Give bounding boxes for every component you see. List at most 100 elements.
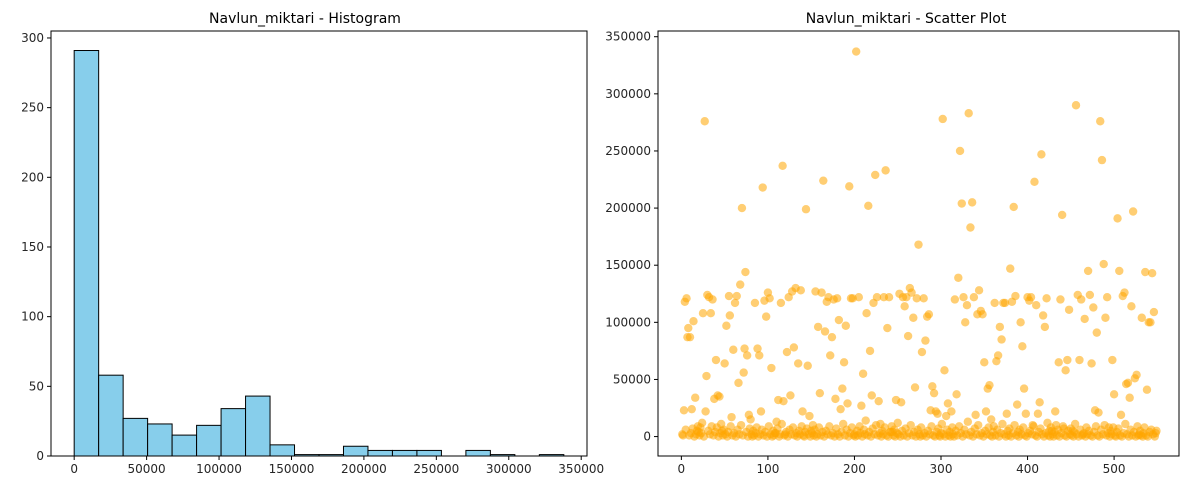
scatter-point (1100, 420, 1109, 430)
scatter-point (952, 390, 961, 399)
scatter-point (1141, 267, 1150, 277)
scatter-point (1038, 311, 1048, 320)
scatter-title: Navlun_miktari - Scatter Plot (806, 11, 1007, 27)
scatter-point (813, 322, 823, 332)
scatter-point (729, 345, 738, 354)
scatter-point (995, 322, 1005, 332)
scatter-point (1057, 210, 1067, 220)
scatter-point (742, 351, 752, 360)
scatter-point (1026, 292, 1036, 302)
histogram-bar (147, 423, 173, 457)
scatter-point (796, 286, 805, 295)
scatter-point (862, 308, 871, 318)
scatter-point (1083, 266, 1093, 276)
scatter-point (739, 368, 748, 377)
histogram-x-tick-label: 350000 (558, 462, 604, 476)
scatter-point (702, 371, 711, 381)
scatter-point (789, 343, 799, 352)
scatter-point (1021, 409, 1031, 418)
scatter-point (1137, 313, 1146, 322)
scatter-y-tick-label: 100000 (605, 315, 651, 329)
histogram-bar (196, 424, 222, 457)
scatter-point (871, 420, 881, 430)
histogram-y-tick-label: 0 (36, 449, 44, 463)
scatter-point (776, 298, 786, 308)
scatter-point (871, 170, 880, 180)
scatter-point (1149, 307, 1159, 317)
histogram-bar (416, 449, 442, 457)
scatter-point (701, 407, 710, 416)
scatter-point (1051, 407, 1060, 416)
scatter-x-tick-label: 400 (1016, 462, 1039, 476)
scatter-point (753, 344, 762, 353)
scatter-point (943, 399, 953, 408)
histogram-y-tick-label: 250 (21, 101, 44, 115)
scatter-point (966, 223, 975, 232)
scatter-point (962, 300, 972, 310)
scatter-point (947, 407, 956, 416)
scatter-point (1012, 400, 1022, 409)
scatter-point (1002, 409, 1011, 418)
scatter-point (998, 419, 1007, 429)
scatter-point (940, 366, 949, 375)
scatter-point (758, 183, 767, 192)
scatter-point (741, 267, 750, 277)
scatter-point (1042, 294, 1051, 303)
histogram-y-tick-label: 150 (21, 240, 44, 254)
scatter-point (732, 291, 741, 301)
scatter-point (986, 415, 996, 424)
scatter-point (767, 363, 776, 373)
scatter-point (1011, 291, 1020, 301)
scatter-x-ticks: 0 100 200 300 400 500 (678, 456, 1126, 476)
scatter-point (937, 419, 947, 429)
scatter-point (1085, 290, 1095, 300)
scatter-point (843, 399, 852, 408)
histogram-x-tick-label: 0 (70, 462, 78, 476)
scatter-point (750, 298, 760, 308)
scatter-point (933, 409, 942, 418)
scatter-point (1000, 298, 1010, 308)
scatter-point (1128, 207, 1138, 216)
scatter-point (765, 294, 774, 303)
histogram-bar (73, 50, 100, 457)
scatter-point (1113, 214, 1122, 223)
scatter-point (1125, 393, 1134, 402)
scatter-point (963, 417, 973, 426)
scatter-point (841, 321, 851, 330)
histogram-y-tick-label: 200 (21, 170, 44, 184)
scatter-point (831, 394, 840, 404)
scatter-point (861, 416, 870, 425)
scatter-y-tick-label: 200000 (605, 201, 651, 215)
scatter-point (720, 359, 729, 368)
scatter-point (1077, 295, 1086, 304)
scatter-point (1121, 419, 1130, 429)
scatter-point (722, 321, 731, 330)
histogram-x-tick-label: 250000 (413, 462, 459, 476)
scatter-point (691, 393, 700, 402)
scatter-point (697, 418, 707, 428)
scatter-point (851, 47, 861, 56)
scatter-point (1132, 370, 1141, 380)
scatter-point (724, 291, 734, 301)
histogram-y-ticks: 0 50 100 150 200 250 300 (21, 31, 51, 463)
scatter-point (734, 378, 743, 388)
scatter-point (969, 292, 979, 302)
scatter-point (974, 286, 984, 295)
scatter-point (761, 312, 771, 321)
scatter-y-tick-label: 300000 (605, 87, 651, 101)
scatter-point (778, 161, 787, 171)
scatter-point (708, 295, 717, 304)
scatter-point (971, 410, 980, 420)
scatter-point (929, 388, 939, 398)
histogram-bar (122, 417, 149, 457)
histogram-axes-frame (50, 30, 588, 457)
scatter-point (685, 332, 695, 342)
scatter-point (1064, 305, 1074, 314)
scatter-point (1127, 302, 1136, 311)
histogram-bar (342, 445, 369, 457)
scatter-y-tick-label: 50000 (613, 372, 651, 386)
scatter-point (1033, 409, 1043, 418)
scatter-point (706, 308, 715, 318)
scatter-point (838, 384, 847, 393)
